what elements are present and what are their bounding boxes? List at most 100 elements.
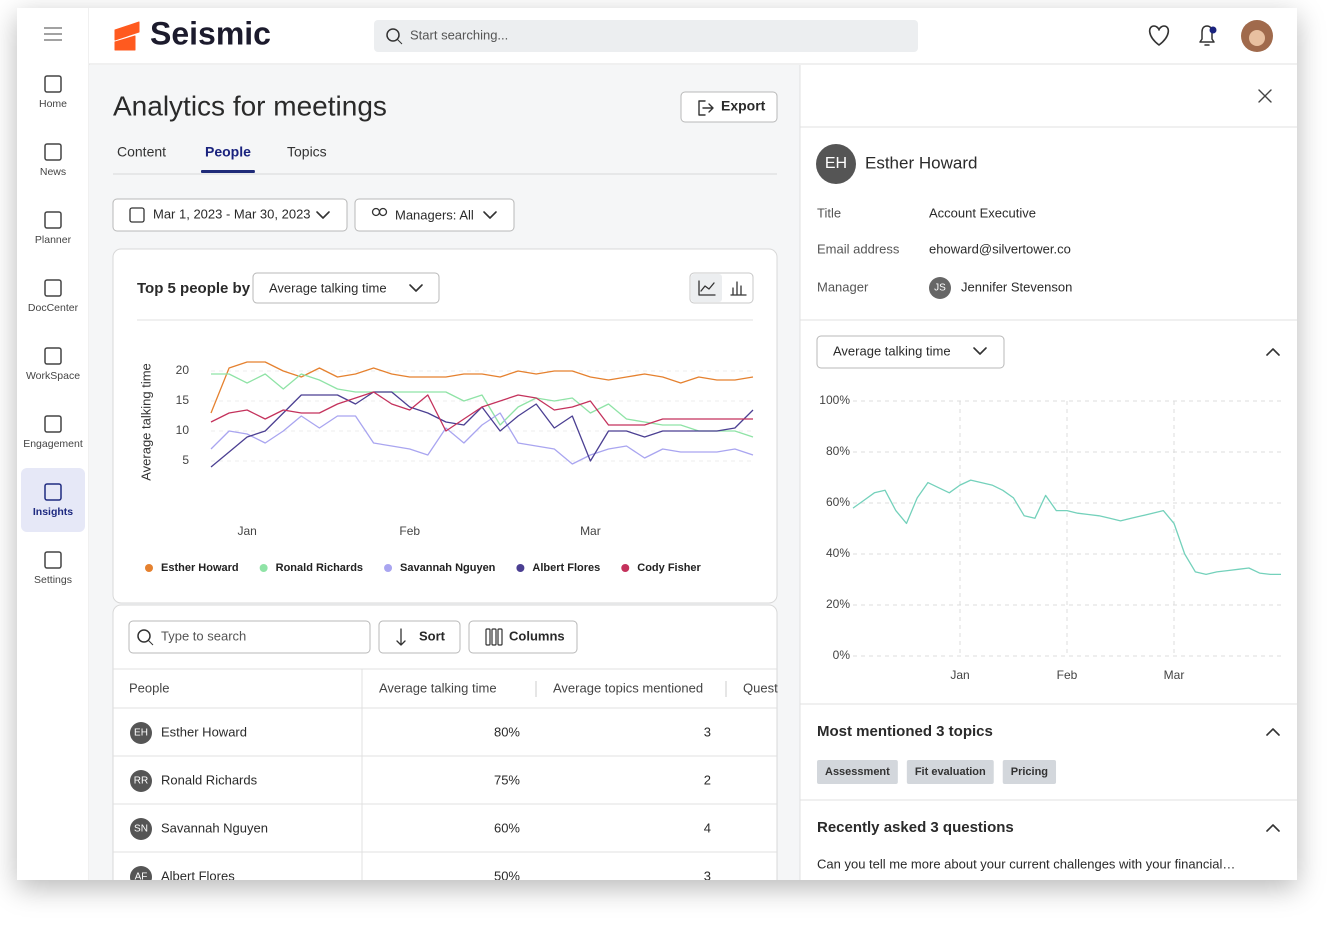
row-name[interactable]: Ronald Richards xyxy=(161,772,258,787)
logo-mark xyxy=(114,21,140,41)
chevron-icon xyxy=(1266,728,1280,736)
question: Can you tell me more about your current … xyxy=(817,856,1235,871)
app-window: Home News Planner DocCenter WorkSpace Engagem… xyxy=(17,8,1297,880)
chart-type-active[interactable] xyxy=(691,274,722,302)
nav-item[interactable]: News xyxy=(40,166,66,178)
search-icon xyxy=(396,38,403,45)
search-placeholder[interactable]: Start searching... xyxy=(410,27,508,42)
nav-item[interactable]: DocCenter xyxy=(28,302,79,314)
nav-item[interactable]: Insights xyxy=(33,506,73,518)
data-line xyxy=(852,479,1281,576)
field-label: Manager xyxy=(817,279,869,294)
field-label: Email address xyxy=(817,241,900,256)
column-header[interactable]: Average topics mentioned xyxy=(553,680,703,695)
row-name[interactable]: Savannah Nguyen xyxy=(161,820,268,835)
table-search[interactable] xyxy=(128,620,371,654)
search-box[interactable] xyxy=(374,20,918,52)
row-topics: 4 xyxy=(704,820,711,835)
y-tick-label: 80% xyxy=(826,444,850,458)
column-header[interactable]: People xyxy=(129,680,169,695)
manager-initials: JS xyxy=(934,283,946,294)
row-talking-time: 60% xyxy=(494,820,520,835)
row-avatar xyxy=(130,866,152,880)
search-icon xyxy=(386,28,400,42)
row-topics: 3 xyxy=(704,868,711,880)
row-topics: 2 xyxy=(704,772,711,787)
bar-chart-icon xyxy=(730,281,747,296)
date-range[interactable]: Mar 1, 2023 - Mar 30, 2023 xyxy=(153,206,311,221)
metric-label[interactable]: Average talking time xyxy=(833,343,951,358)
topic-tag-label: Assessment xyxy=(825,766,890,778)
managers-filter[interactable] xyxy=(354,198,515,232)
nav-icon xyxy=(44,211,62,229)
column-header[interactable]: Average talking time xyxy=(379,680,497,695)
managers-label[interactable]: Managers: All xyxy=(395,207,474,222)
row-talking-time: 75% xyxy=(494,772,520,787)
table-card xyxy=(112,604,778,880)
tab[interactable]: Topics xyxy=(287,144,327,160)
legend-label: Cody Fisher xyxy=(637,562,701,574)
columns-label[interactable]: Columns xyxy=(509,628,565,643)
detail-panel xyxy=(800,65,1297,880)
close-icon xyxy=(1258,89,1272,103)
metric-dropdown[interactable] xyxy=(252,272,440,304)
nav-item[interactable]: WorkSpace xyxy=(26,370,80,382)
brand: Seismic xyxy=(150,15,271,51)
sort-label[interactable]: Sort xyxy=(419,628,446,643)
x-tick-label: Mar xyxy=(1164,668,1185,682)
topic-tag xyxy=(817,760,898,784)
y-tick-label: 20 xyxy=(176,363,190,377)
search-placeholder[interactable]: Type to search xyxy=(161,628,246,643)
metric-label[interactable]: Average talking time xyxy=(269,280,387,295)
y-tick-label: 20% xyxy=(826,597,850,611)
nav-icon xyxy=(44,483,62,501)
legend-label: Savannah Nguyen xyxy=(400,562,496,574)
row-initials: SN xyxy=(134,824,148,835)
row-name[interactable]: Esther Howard xyxy=(161,724,247,739)
nav-item[interactable]: Home xyxy=(39,98,67,110)
x-tick-label: Mar xyxy=(580,524,601,538)
nav-icon xyxy=(44,415,62,433)
field-value: ehoward@silvertower.co xyxy=(929,241,1071,256)
nav-item[interactable]: Settings xyxy=(34,574,72,586)
nav-item[interactable]: Engagement xyxy=(23,438,83,450)
sort-button[interactable] xyxy=(378,620,461,654)
legend-label: Esther Howard xyxy=(161,562,239,574)
detail-avatar xyxy=(816,144,856,184)
topic-tag xyxy=(906,760,994,784)
export-label[interactable]: Export xyxy=(721,98,766,114)
legend-dot xyxy=(145,564,153,572)
chevron-icon xyxy=(1266,348,1280,356)
field-value: Jennifer Stevenson xyxy=(961,279,1072,294)
app: Home News Planner DocCenter WorkSpace Engagem… xyxy=(17,8,1297,880)
field-label: Title xyxy=(817,205,841,220)
row-name[interactable]: Albert Flores xyxy=(161,868,235,880)
sort-icon xyxy=(396,628,406,646)
column-header[interactable]: Quest xyxy=(743,680,778,695)
search-icon xyxy=(147,639,154,646)
tab-underline xyxy=(201,170,255,173)
people-icon xyxy=(378,207,388,217)
nav-icon xyxy=(44,75,62,93)
detail-initials: EH xyxy=(825,155,847,172)
y-tick-label: 100% xyxy=(819,393,850,407)
notification-dot xyxy=(1209,26,1217,34)
tab[interactable]: People xyxy=(205,144,251,160)
chart-card xyxy=(112,248,778,604)
tab[interactable]: Content xyxy=(117,144,166,160)
topic-tag-label: Fit evaluation xyxy=(915,766,986,778)
data-line xyxy=(210,391,753,432)
user-avatar-face xyxy=(1249,30,1265,46)
nav-icon xyxy=(44,279,62,297)
nav-icon xyxy=(44,143,62,161)
nav-icon xyxy=(44,551,62,569)
row-avatar xyxy=(130,770,152,792)
chevron-icon xyxy=(973,347,987,355)
detail-metric-dropdown[interactable] xyxy=(816,335,1005,369)
row-initials: AF xyxy=(135,872,148,880)
date-filter[interactable] xyxy=(112,198,348,232)
nav-item[interactable]: Planner xyxy=(35,234,72,246)
manager-avatar xyxy=(929,277,951,299)
row-talking-time: 50% xyxy=(494,868,520,880)
